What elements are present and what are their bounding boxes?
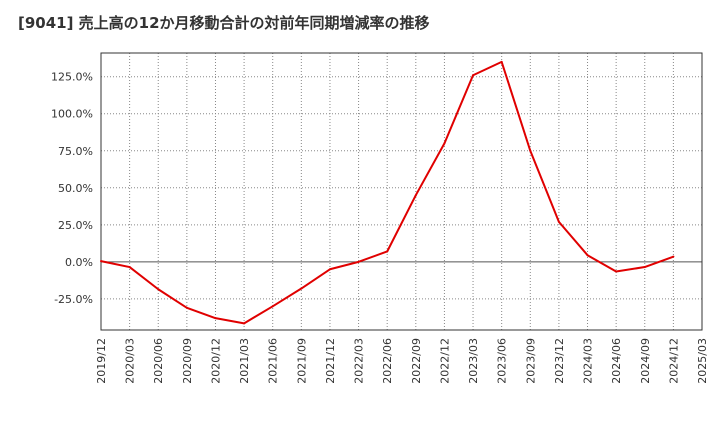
- x-tick-label: 2023/06: [496, 338, 509, 384]
- y-tick-label: 100.0%: [51, 108, 93, 121]
- x-tick-label: 2024/12: [667, 338, 680, 384]
- y-tick-label: 25.0%: [58, 219, 93, 232]
- x-tick-label: 2021/03: [238, 338, 251, 384]
- x-tick-label: 2020/06: [152, 338, 165, 384]
- data-point: [214, 317, 217, 320]
- x-tick-label: 2020/12: [209, 338, 222, 384]
- y-tick-label: -25.0%: [54, 293, 93, 306]
- x-tick-label: 2023/09: [524, 338, 537, 384]
- x-tick-label: 2025/03: [696, 338, 709, 384]
- data-point: [443, 142, 446, 145]
- x-tick-label: 2022/12: [438, 338, 451, 384]
- x-tick-label: 2022/03: [353, 338, 366, 384]
- x-tick-label: 2022/09: [410, 338, 423, 384]
- x-tick-label: 2022/06: [381, 338, 394, 384]
- data-point: [672, 255, 675, 258]
- x-tick-label: 2024/06: [610, 338, 623, 384]
- x-tick-label: 2020/03: [124, 338, 137, 384]
- x-tick-label: 2024/03: [582, 338, 595, 384]
- x-tick-label: 2020/09: [181, 338, 194, 384]
- data-point: [357, 260, 360, 263]
- data-point: [243, 322, 246, 325]
- plot-area: [101, 53, 702, 330]
- data-point: [185, 306, 188, 309]
- chart-title: [9041] 売上高の12か月移動合計の対前年同期増減率の推移: [18, 14, 430, 32]
- data-point: [157, 288, 160, 291]
- data-point: [586, 254, 589, 257]
- x-tick-label: 2023/12: [553, 338, 566, 384]
- data-point: [128, 266, 131, 269]
- data-point: [557, 220, 560, 223]
- x-tick-label: 2021/12: [324, 338, 337, 384]
- data-point: [472, 74, 475, 77]
- x-tick-label: 2021/09: [295, 338, 308, 384]
- data-point: [414, 194, 417, 197]
- x-tick-label: 2021/06: [267, 338, 280, 384]
- y-tick-label: 0.0%: [65, 256, 93, 269]
- plot-frame: [100, 52, 703, 331]
- data-point: [300, 287, 303, 290]
- x-tick-label: 2023/03: [467, 338, 480, 384]
- data-point: [500, 60, 503, 63]
- data-point: [529, 149, 532, 152]
- data-point: [100, 260, 102, 263]
- data-point: [328, 268, 331, 271]
- x-tick-label: 2019/12: [95, 338, 108, 384]
- data-point: [271, 305, 274, 308]
- x-tick-label: 2024/09: [639, 338, 652, 384]
- y-tick-label: 125.0%: [51, 71, 93, 84]
- data-point: [386, 250, 389, 253]
- y-tick-label: 75.0%: [58, 145, 93, 158]
- data-point: [643, 266, 646, 269]
- data-point: [615, 270, 618, 273]
- y-tick-label: 50.0%: [58, 182, 93, 195]
